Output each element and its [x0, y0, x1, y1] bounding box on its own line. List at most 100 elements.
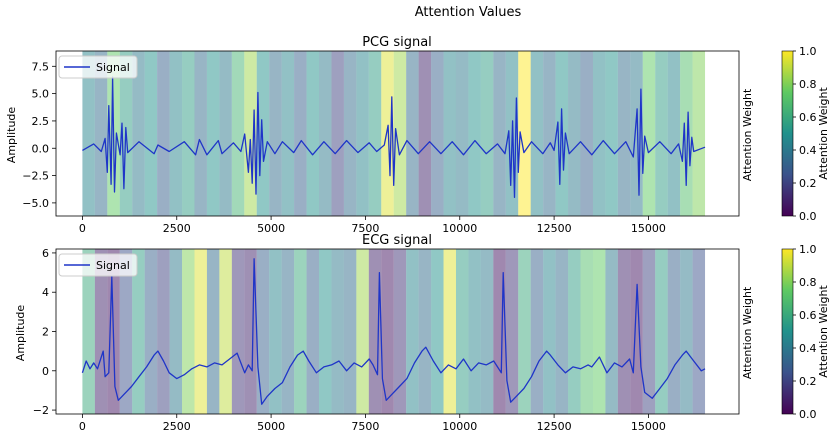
x-tick-label: 2500 [163, 222, 191, 235]
attention-band [431, 51, 444, 216]
attention-band [443, 249, 456, 414]
attention-band [493, 51, 506, 216]
attention-band [356, 51, 369, 216]
attention-band [406, 51, 419, 216]
attention-band [580, 51, 593, 216]
attention-band [256, 249, 270, 414]
pcg-ylabel: Amplitude [5, 107, 18, 164]
attention-band [680, 51, 693, 216]
attention-band [543, 51, 556, 216]
colorbar-gradient [781, 248, 794, 415]
x-tick-label: 5000 [257, 420, 285, 433]
attention-band [605, 249, 618, 414]
attention-band [580, 249, 593, 414]
attention-band [692, 51, 706, 216]
attention-band [157, 51, 170, 216]
ecg-legend-box [58, 253, 138, 277]
x-tick-label: 2500 [163, 420, 191, 433]
x-tick-label: 5000 [257, 222, 285, 235]
attention-band [480, 249, 494, 414]
figure-title: Attention Values [415, 5, 522, 20]
attention-band [655, 51, 668, 216]
attention-band [194, 249, 207, 414]
ecg-legend-label: Signal [96, 259, 130, 272]
colorbar-label: Attention Weight [817, 285, 830, 378]
attention-band [306, 51, 320, 216]
x-tick-label: 12500 [537, 222, 572, 235]
attention-band [306, 249, 320, 414]
attention-band [592, 51, 606, 216]
ecg-attention-bands [82, 249, 706, 414]
attention-band [206, 51, 220, 216]
y-tick-label: −2.5 [22, 170, 49, 183]
signal-series [81, 258, 706, 405]
attention-band [219, 51, 232, 216]
attention-band [592, 249, 606, 414]
x-tick-label: 10000 [442, 420, 477, 433]
pcg-colorbar: 0.0 0.2 0.4 0.6 0.8 1.0 Attention Weight [781, 45, 830, 223]
colorbar-gradient [781, 50, 794, 217]
y-tick-label: 0 [42, 365, 49, 378]
attention-band [269, 51, 282, 216]
attention-band [493, 249, 506, 414]
y-tick-label: 0.0 [32, 142, 50, 155]
pcg-title: PCG signal [362, 35, 432, 50]
attention-band [642, 51, 656, 216]
attention-band [294, 249, 307, 414]
ecg-signal-line [81, 258, 706, 405]
attention-band [406, 249, 419, 414]
attention-band [568, 51, 581, 216]
x-tick-label: 0 [79, 222, 86, 235]
ecg-legend: Signal [58, 253, 138, 277]
colorbar-tick-label: 0.8 [799, 276, 817, 289]
pcg-panel: PCG signal Amplitude Attention Weight 0 2… [5, 35, 754, 235]
attention-band [194, 51, 207, 216]
attention-band [518, 249, 531, 414]
y-tick-label: 2 [42, 326, 49, 339]
x-tick-label: 10000 [442, 222, 477, 235]
ecg-panel: ECG signal Amplitude Attention Weight 0 2… [14, 233, 754, 433]
ecg-axes: 0 2500 5000 7500 10000 12500 15000 −2 0 2 4 6 [33, 247, 740, 433]
colorbar-tick-label: 0.2 [799, 375, 817, 388]
ecg-title: ECG signal [362, 233, 432, 248]
attention-band [667, 51, 681, 216]
attention-band [82, 249, 95, 414]
pcg-side-label: Attention Weight [741, 88, 754, 181]
y-tick-label: 2.5 [32, 115, 50, 128]
ecg-side-label: Attention Weight [741, 286, 754, 379]
x-tick-label: 15000 [631, 222, 666, 235]
attention-band [244, 51, 257, 216]
attention-band [692, 249, 706, 414]
attention-band [642, 249, 656, 414]
colorbar-tick-label: 0.4 [799, 342, 817, 355]
attention-band [431, 249, 444, 414]
attention-band [94, 51, 108, 216]
attention-band [418, 249, 432, 414]
attention-band [480, 51, 494, 216]
attention-band [281, 249, 295, 414]
attention-band [617, 51, 631, 216]
attention-band [144, 51, 158, 216]
x-tick-label: 7500 [351, 222, 379, 235]
attention-band [393, 51, 407, 216]
pcg-legend: Signal [58, 55, 138, 79]
attention-band [206, 249, 220, 414]
attention-band [82, 51, 95, 216]
attention-band [630, 51, 643, 216]
colorbar-tick-label: 0.8 [799, 78, 817, 91]
attention-band [331, 51, 344, 216]
attention-band [157, 249, 170, 414]
attention-band [269, 249, 282, 414]
x-tick-label: 7500 [351, 420, 379, 433]
colorbar-label: Attention Weight [817, 87, 830, 180]
attention-band [119, 249, 133, 414]
attention-band [132, 51, 145, 216]
attention-band [605, 51, 618, 216]
y-tick-label: 5.0 [32, 88, 50, 101]
attention-band [518, 51, 531, 216]
attention-band [468, 51, 481, 216]
attention-band [319, 51, 332, 216]
attention-band [505, 249, 519, 414]
colorbar-tick-label: 0.0 [799, 408, 817, 421]
